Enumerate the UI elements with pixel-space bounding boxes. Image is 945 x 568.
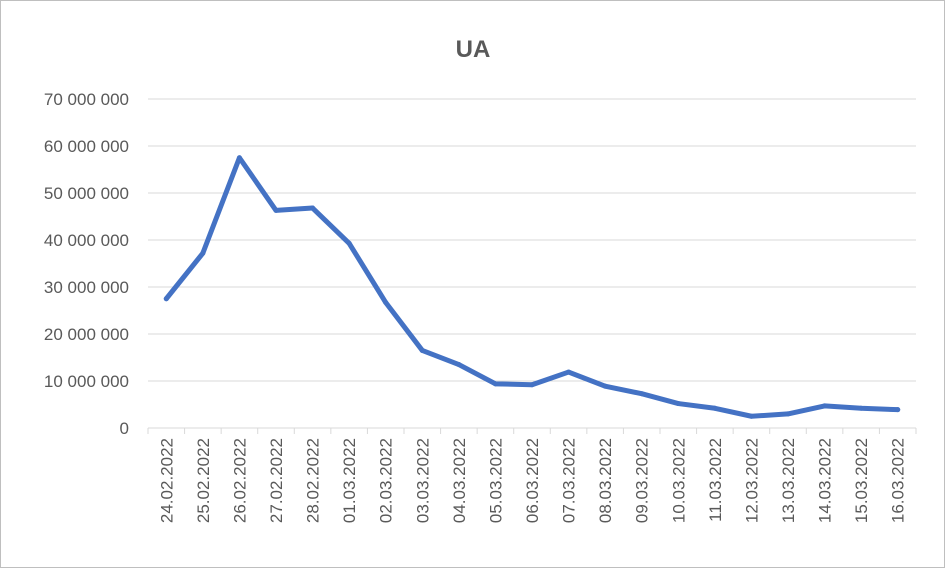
x-tick-label: 06.03.2022 — [523, 438, 542, 523]
x-tick-label: 08.03.2022 — [596, 438, 615, 523]
data-point — [529, 382, 535, 388]
data-point — [602, 383, 608, 389]
data-point — [383, 300, 389, 306]
data-point — [346, 240, 352, 246]
x-tick-label: 12.03.2022 — [742, 438, 761, 523]
x-axis: 24.02.2022 25.02.2022 26.02.2022 27.02.2022… — [147, 427, 917, 523]
data-point — [419, 347, 425, 353]
x-tick-label: 01.03.2022 — [340, 438, 359, 523]
x-tick-label: 02.03.2022 — [377, 438, 396, 523]
data-point — [310, 205, 316, 211]
data-point — [456, 362, 462, 368]
x-tick-label: 14.03.2022 — [816, 438, 835, 523]
x-tick-label: 16.03.2022 — [889, 438, 908, 523]
data-point — [712, 405, 718, 411]
y-tick-label: 60 000 000 — [44, 137, 129, 156]
y-tick-label: 10 000 000 — [44, 372, 129, 391]
x-tick-label: 03.03.2022 — [413, 438, 432, 523]
y-tick-label: 70 000 000 — [44, 90, 129, 109]
chart-title: UA — [456, 36, 491, 63]
data-point — [822, 403, 828, 409]
data-point — [163, 296, 169, 302]
gridlines — [148, 98, 916, 382]
y-tick-label: 20 000 000 — [44, 325, 129, 344]
x-tick-label: 11.03.2022 — [706, 438, 725, 522]
x-tick-label: 09.03.2022 — [633, 438, 652, 523]
x-tick-label: 25.02.2022 — [194, 438, 213, 523]
data-point — [639, 391, 645, 397]
data-point — [895, 407, 901, 413]
x-tick-label: 05.03.2022 — [486, 438, 505, 523]
data-point — [858, 405, 864, 411]
x-tick-label: 27.02.2022 — [267, 438, 286, 523]
x-tick-label: 04.03.2022 — [450, 438, 469, 523]
data-point — [200, 250, 206, 256]
y-tick-label: 0 — [120, 419, 129, 438]
data-point — [675, 401, 681, 407]
data-point — [273, 207, 279, 213]
data-point — [785, 411, 791, 417]
series-layer — [163, 155, 901, 419]
x-tick-label: 07.03.2022 — [560, 438, 579, 523]
data-point — [236, 155, 242, 161]
data-point — [748, 413, 754, 419]
x-tick-label: 10.03.2022 — [669, 438, 688, 523]
y-tick-label: 40 000 000 — [44, 231, 129, 250]
y-axis-ticks: 0 10 000 000 20 000 000 30 000 000 40 000 00… — [44, 90, 129, 438]
y-tick-label: 50 000 000 — [44, 184, 129, 203]
x-tick-label: 15.03.2022 — [852, 438, 871, 523]
x-tick-label: 26.02.2022 — [230, 438, 249, 523]
y-tick-label: 30 000 000 — [44, 278, 129, 297]
x-tick-label: 28.02.2022 — [304, 438, 323, 523]
x-tick-label: 13.03.2022 — [779, 438, 798, 523]
data-point — [566, 369, 572, 375]
x-tick-label: 24.02.2022 — [157, 438, 176, 523]
data-point — [492, 381, 498, 387]
